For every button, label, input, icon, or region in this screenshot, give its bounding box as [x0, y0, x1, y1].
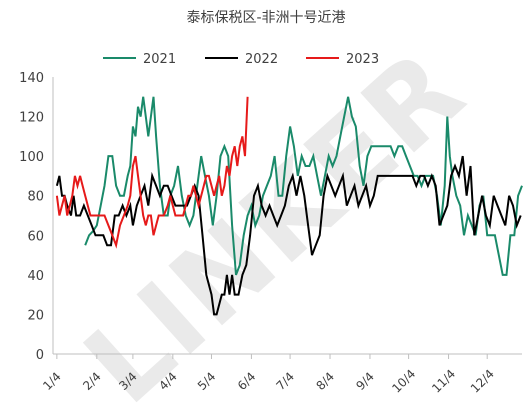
legend-label-2022: 2022: [245, 52, 278, 67]
y-tick-label: 80: [27, 190, 44, 205]
y-tick-label: 20: [27, 308, 44, 323]
y-tick-label: 0: [36, 348, 44, 363]
series-line-2022: [55, 155, 522, 316]
y-axis-ticks: 0 20 40 60 80 100 120 140: [19, 71, 44, 363]
x-tick-label: 12/4: [468, 367, 497, 396]
x-tick-label: 7/4: [273, 369, 297, 393]
y-tick-label: 40: [27, 269, 44, 284]
x-tick-label: 1/4: [40, 369, 64, 393]
series-layer: [55, 96, 523, 316]
x-tick-label: 8/4: [313, 369, 337, 393]
series-line-2023: [55, 96, 249, 249]
x-tick-label: 6/4: [235, 369, 259, 393]
legend-label-2021: 2021: [143, 52, 176, 67]
x-tick-label: 11/4: [429, 367, 458, 396]
legend: 2021 2022 2023: [103, 52, 379, 67]
y-tick-label: 60: [27, 229, 44, 244]
y-tick-label: 100: [19, 150, 44, 165]
y-tick-label: 120: [19, 111, 44, 126]
x-tick-label: 10/4: [389, 367, 418, 396]
x-tick-label: 9/4: [353, 369, 377, 393]
chart-title: 泰标保税区-非洲十号近港: [186, 10, 345, 26]
y-tick-label: 140: [19, 71, 44, 86]
series-line-2021: [84, 96, 523, 276]
legend-label-2023: 2023: [346, 52, 379, 67]
